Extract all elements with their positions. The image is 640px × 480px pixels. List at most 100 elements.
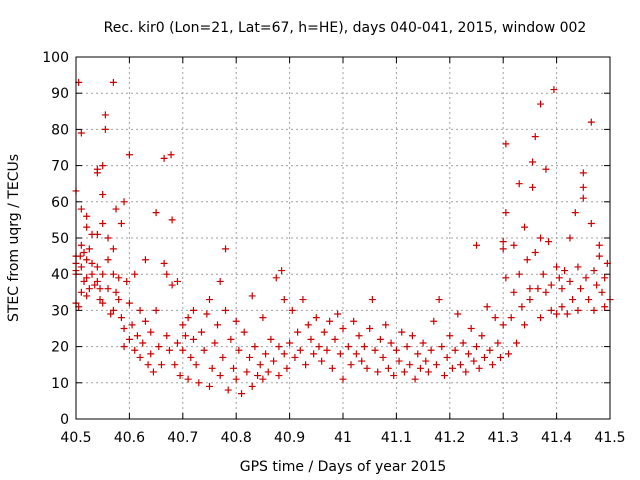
data-point [264,368,272,376]
data-point [200,346,208,354]
data-point [553,263,561,271]
data-point [502,274,510,282]
data-point [214,321,222,329]
data-point [601,303,609,311]
data-point [208,364,216,372]
data-point [555,274,563,282]
data-point [470,357,478,365]
data-point [76,252,84,260]
data-point [491,314,499,322]
data-point [379,353,387,361]
data-point [368,296,376,304]
chart-title: Rec. kir0 (Lon=21, Lat=67, h=HE), days 0… [104,20,587,36]
y-tick-label: 90 [51,86,69,102]
data-point [163,270,171,278]
data-point [179,321,187,329]
data-point [165,346,173,354]
data-point [115,274,123,282]
data-point [435,296,443,304]
data-point [366,325,374,332]
data-point [299,296,307,304]
data-point [502,140,510,148]
data-point [459,339,467,347]
data-point [160,259,168,267]
data-point [203,310,211,318]
data-point [424,368,432,376]
data-point [558,285,566,293]
y-tick-label: 100 [42,50,69,66]
data-point [499,321,507,329]
data-point [462,368,470,376]
data-point [280,296,288,304]
y-tick-label: 40 [51,267,69,283]
data-point [254,372,262,380]
data-point [542,288,550,296]
data-point [430,317,438,325]
data-point [558,303,566,311]
y-tick-label: 60 [51,195,69,211]
data-point [147,350,155,358]
data-point [152,306,160,314]
data-point [224,386,232,394]
x-tick-label: 41.1 [381,430,412,446]
data-point [187,353,195,361]
data-point [275,372,283,380]
data-point [587,118,595,126]
data-point [505,350,513,358]
data-point [168,216,176,224]
data-point [574,306,582,314]
data-point [547,306,555,314]
data-point [83,223,91,231]
data-point [350,317,358,325]
data-point [152,209,160,217]
data-point [141,317,149,325]
data-point [101,111,109,119]
data-point [99,220,107,228]
data-point [590,306,598,314]
data-point [398,328,406,336]
x-tick-label: 41.5 [594,430,625,446]
data-point [96,285,104,293]
data-point [358,357,366,365]
data-point [473,241,480,249]
data-point [502,209,510,217]
data-point [139,339,147,347]
data-point [443,353,451,361]
data-point [195,379,203,387]
y-tick-label: 50 [51,231,69,247]
data-point [115,296,123,304]
data-point [163,332,171,340]
data-point [238,390,246,398]
data-point [515,270,523,278]
data-point [529,183,537,191]
data-point [176,372,184,380]
data-point [521,321,529,329]
data-point [577,285,585,293]
data-point [181,332,189,340]
data-point [310,350,318,358]
data-point [189,335,197,343]
data-point [529,158,537,166]
x-tick-label: 41.2 [434,430,465,446]
data-point [384,364,392,372]
x-tick-labels: 40.5 40.6 40.7 40.8 40.9 41 41.1 41.2 41.3 41.4 41… [60,430,625,446]
data-point [302,361,310,369]
data-point [77,263,85,271]
x-tick-label: 40.6 [114,430,145,446]
data-point [534,285,542,293]
x-tick-label: 40.5 [60,430,91,446]
data-point [323,346,331,354]
data-point [408,332,416,340]
data-point [521,223,529,231]
data-point [109,245,117,253]
data-point [510,288,518,296]
data-point [88,259,96,267]
data-point [352,350,360,358]
data-point [569,296,577,304]
data-point [585,296,593,304]
data-point [270,357,278,365]
data-point [131,270,139,278]
data-point [120,198,128,206]
